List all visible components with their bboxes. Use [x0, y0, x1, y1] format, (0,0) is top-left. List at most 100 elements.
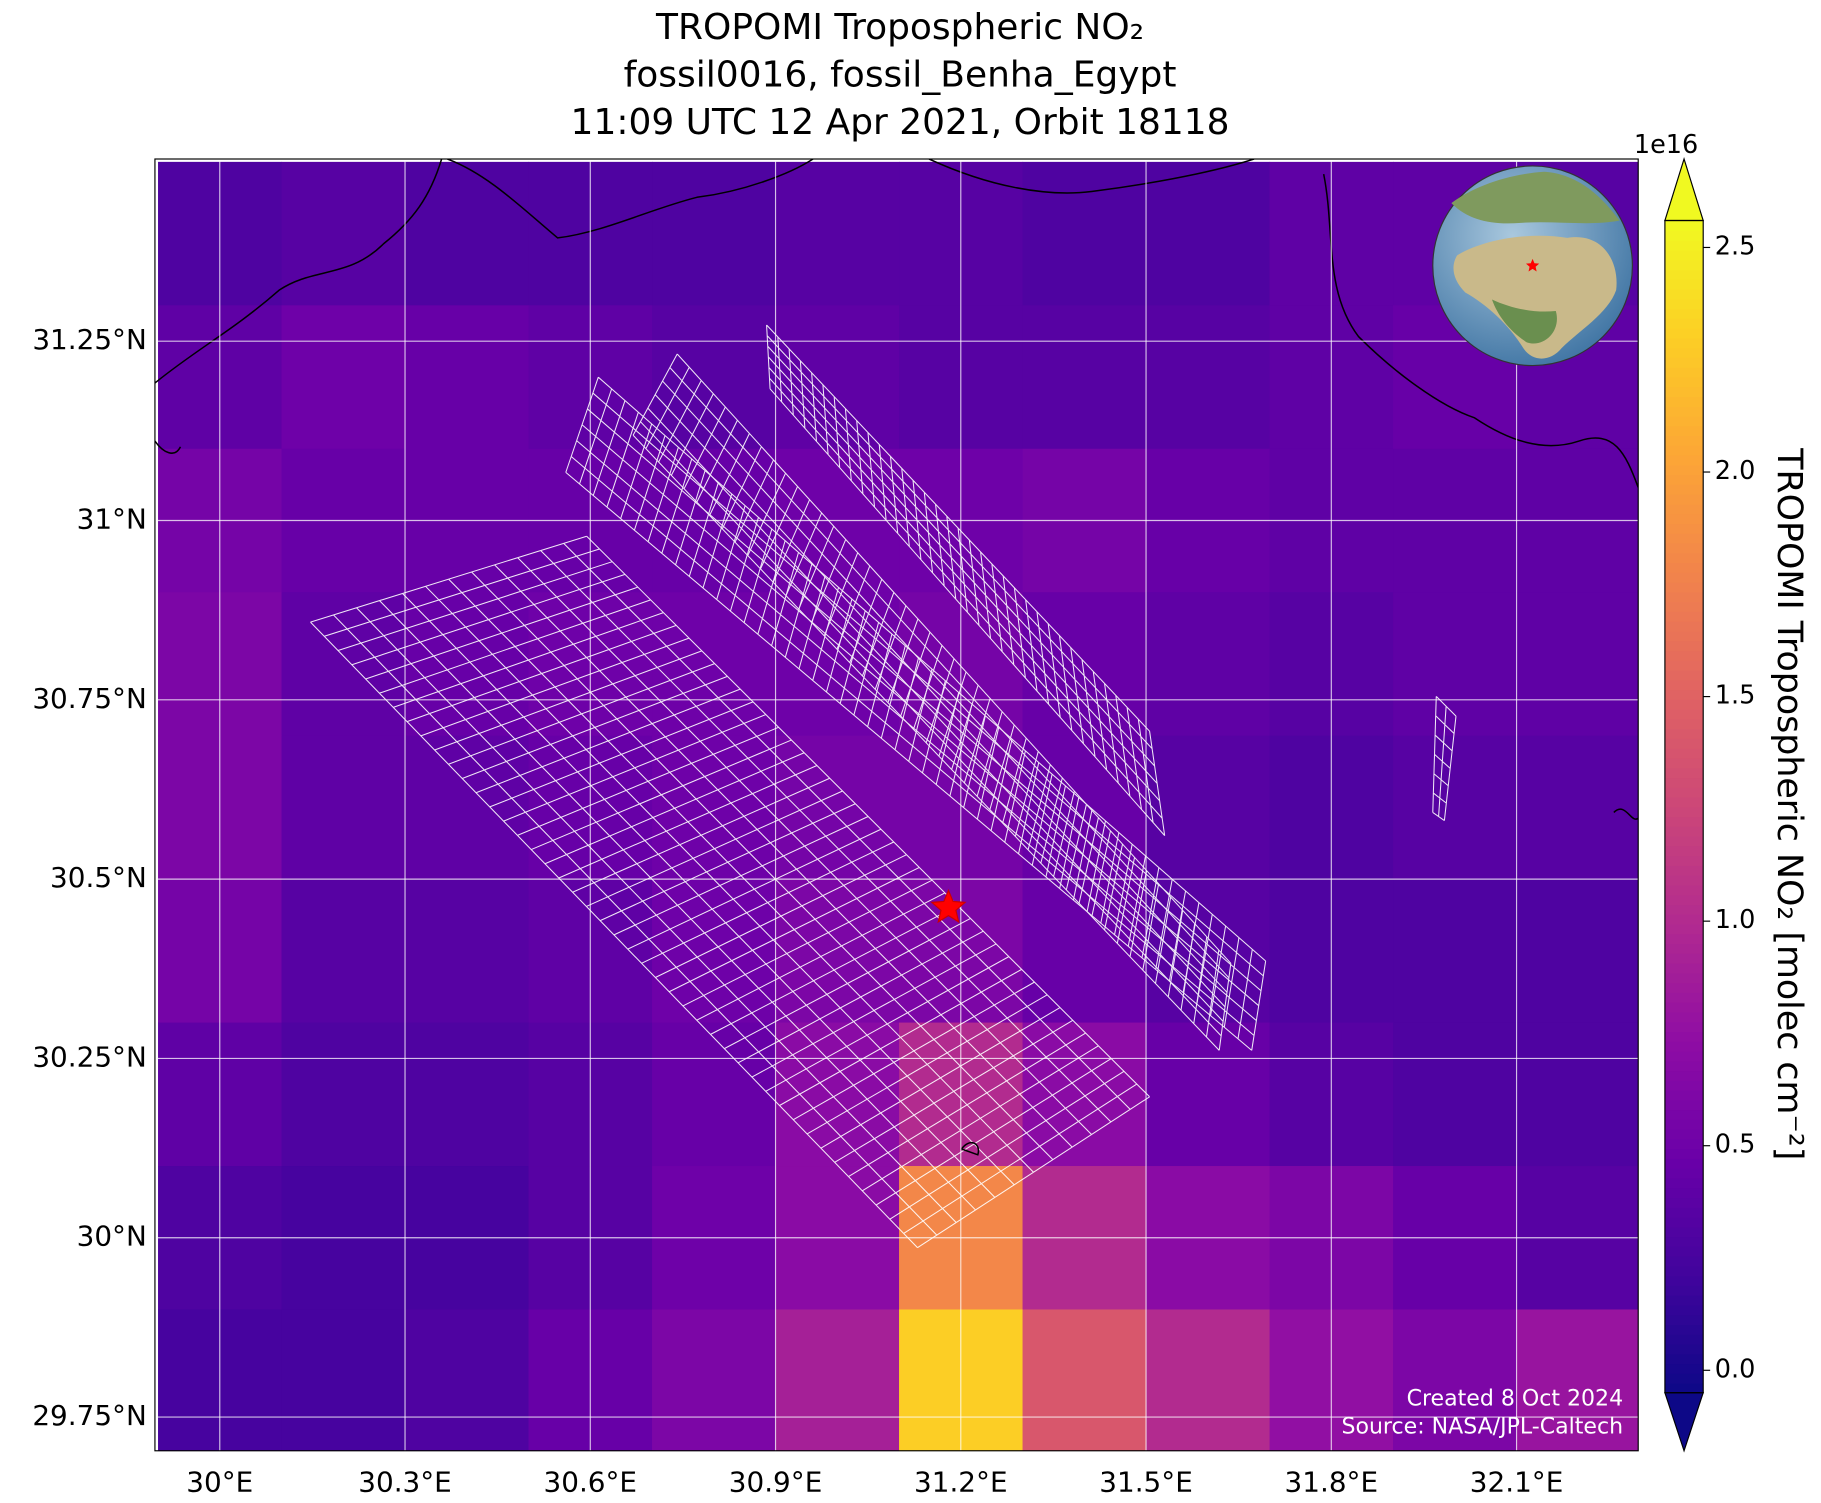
colorbar-swatch — [1664, 611, 1704, 622]
colorbar-swatch — [1664, 533, 1704, 544]
colorbar-swatch — [1664, 279, 1704, 290]
no2-cell — [1146, 592, 1271, 737]
colorbar-swatch — [1664, 777, 1704, 788]
colorbar-swatch — [1664, 953, 1704, 964]
footprint-mesh — [632, 353, 1232, 1051]
colorbar-swatch — [1664, 640, 1704, 652]
colorbar-swatch — [1664, 1148, 1704, 1159]
colorbar-swatch — [1664, 1080, 1704, 1091]
colorbar-tick-label: 1.0 — [1715, 905, 1756, 935]
colorbar-swatch — [1664, 1060, 1704, 1072]
colorbar-tick-label: 2.5 — [1715, 231, 1756, 261]
colorbar-swatch — [1664, 689, 1704, 700]
colorbar-swatch — [1664, 1353, 1704, 1365]
colorbar-swatch — [1664, 347, 1704, 358]
x-tick-label: 30.9°E — [729, 1465, 823, 1498]
footer-note: Created 8 Oct 2024 — [1407, 1387, 1624, 1412]
colorbar-swatch — [1664, 1158, 1704, 1169]
no2-cell — [1146, 1022, 1271, 1167]
colorbar-swatch — [1664, 484, 1704, 495]
x-tick-label: 30°E — [186, 1465, 253, 1498]
no2-cell — [652, 735, 777, 880]
colorbar-swatch — [1664, 884, 1704, 896]
no2-cell — [1393, 592, 1518, 737]
no2-cell — [405, 305, 530, 450]
x-tick-label: 31.2°E — [914, 1465, 1008, 1498]
colorbar-swatch — [1664, 562, 1704, 573]
colorbar-swatch — [1664, 1246, 1704, 1257]
colorbar-tick-label: 2.0 — [1715, 456, 1756, 486]
colorbar-swatch — [1664, 318, 1704, 329]
no2-cell — [1516, 592, 1639, 737]
x-tick-label: 30.6°E — [544, 1465, 638, 1498]
colorbar-swatch — [1664, 1002, 1704, 1013]
colorbar-swatch — [1664, 992, 1704, 1003]
colorbar-swatch — [1664, 1168, 1704, 1179]
colorbar-swatch — [1664, 1119, 1704, 1130]
colorbar-swatch — [1664, 757, 1704, 769]
no2-cell — [652, 1309, 777, 1451]
colorbar-swatch — [1664, 1011, 1704, 1023]
x-tick-label: 31.8°E — [1285, 1465, 1379, 1498]
no2-cell — [405, 1022, 530, 1167]
colorbar-swatch — [1664, 708, 1704, 720]
title-line: 11:09 UTC 12 Apr 2021, Orbit 18118 — [571, 102, 1230, 143]
y-tick-label: 29.75°N — [32, 1399, 146, 1432]
coastline — [960, 1141, 980, 1156]
colorbar-swatch — [1664, 542, 1704, 554]
colorbar-swatch — [1664, 855, 1704, 866]
colorbar-swatch — [1664, 660, 1704, 671]
coastline — [154, 159, 443, 384]
no2-cell — [1146, 1309, 1271, 1451]
colorbar-swatch — [1664, 679, 1704, 691]
colorbar-swatch — [1664, 1197, 1704, 1208]
no2-cell — [1022, 1022, 1147, 1167]
colorbar-swatch — [1664, 249, 1704, 261]
no2-cell — [405, 592, 530, 737]
no2-cell — [652, 305, 777, 450]
no2-cell — [1516, 1022, 1639, 1167]
colorbar-swatch — [1664, 503, 1704, 515]
title-line: TROPOMI Tropospheric NO₂ — [655, 7, 1144, 48]
y-tick-label: 30.75°N — [32, 682, 146, 715]
footer-note: Source: NASA/JPL-Caltech — [1341, 1415, 1623, 1440]
colorbar-swatch — [1664, 1275, 1704, 1286]
map-frame — [154, 158, 1639, 1452]
coastline — [154, 440, 182, 454]
y-tick-label: 30°N — [77, 1220, 147, 1253]
colorbar-swatch — [1664, 1314, 1704, 1326]
colorbar-swatch — [1664, 367, 1704, 378]
no2-cell — [1146, 735, 1271, 880]
colorbar-swatch — [1664, 1138, 1704, 1150]
colorbar-tick-label: 1.5 — [1715, 681, 1756, 711]
no2-cell — [775, 1309, 900, 1451]
no2-cell — [775, 161, 900, 306]
colorbar-swatch — [1664, 572, 1704, 583]
colorbar-swatch — [1664, 748, 1704, 759]
colorbar-swatch — [1664, 494, 1704, 505]
colorbar-swatch — [1664, 552, 1704, 564]
colorbar-swatch — [1664, 728, 1704, 739]
no2-cell — [775, 879, 900, 1024]
colorbar-swatch — [1664, 454, 1704, 466]
colorbar-swatch — [1664, 1255, 1704, 1267]
colorbar-swatch — [1664, 396, 1704, 407]
colorbar-swatch — [1664, 816, 1704, 827]
labels: TROPOMI Tropospheric NO₂ fossil0016, fos… — [571, 7, 1809, 1440]
eurasia — [1451, 171, 1620, 224]
colorbar-swatch — [1664, 1089, 1704, 1101]
colorbar-swatch — [1664, 1207, 1704, 1218]
y-tick-label: 30.5°N — [50, 861, 147, 894]
no2-cell — [281, 735, 406, 880]
colorbar-swatch — [1664, 1031, 1704, 1042]
colorbar-swatch — [1664, 523, 1704, 534]
colorbar-swatch — [1664, 904, 1704, 915]
africa — [1453, 235, 1617, 359]
no2-cell — [1022, 879, 1147, 1024]
colorbar-swatch — [1664, 982, 1704, 993]
colorbar-swatch — [1664, 826, 1704, 837]
colorbar-swatch — [1664, 1373, 1704, 1384]
x-tick-label: 30.3°E — [358, 1465, 452, 1498]
no2-cell — [652, 1022, 777, 1167]
